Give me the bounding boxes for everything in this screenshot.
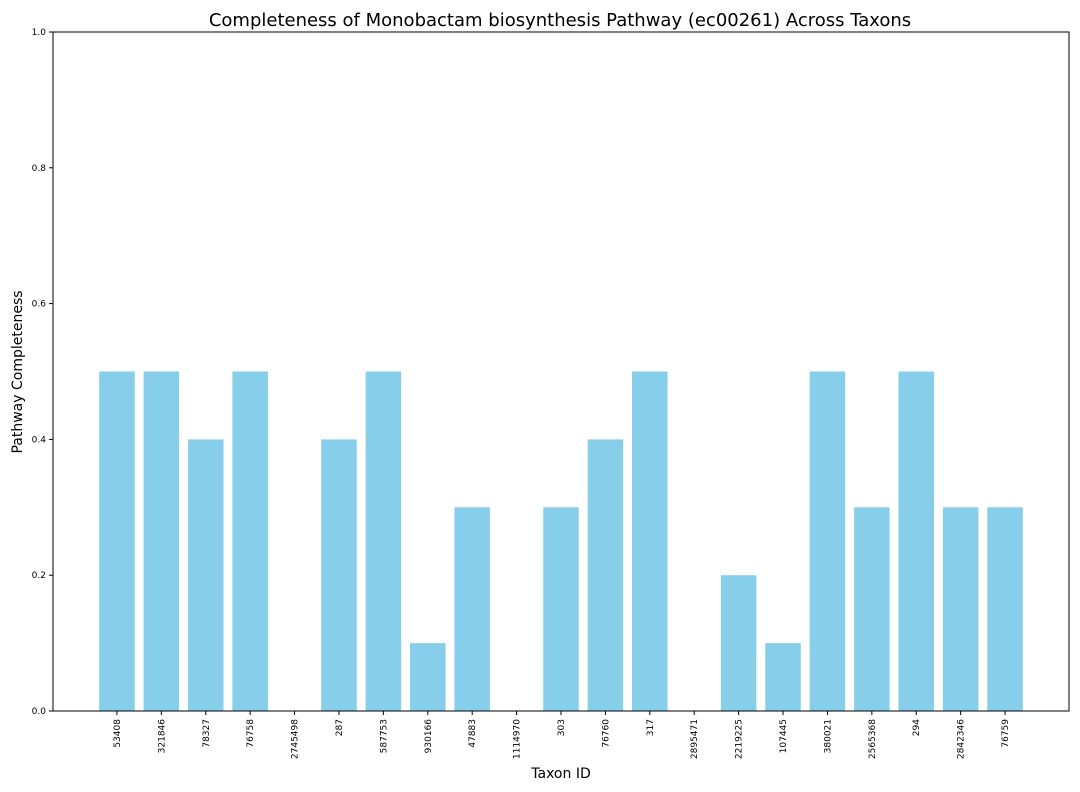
x-tick-label: 317 xyxy=(646,719,656,736)
x-tick-label: 107445 xyxy=(779,719,789,753)
y-tick-label: 0.2 xyxy=(32,571,46,581)
bar-587753 xyxy=(365,371,402,711)
bar-2842346 xyxy=(942,507,979,711)
x-tick-label: 587753 xyxy=(379,719,389,753)
y-tick-label: 0.6 xyxy=(32,300,47,310)
x-axis: 53408 321846 78327 76758 2745498 287 587753 930… xyxy=(113,711,1011,759)
x-tick-label: 287 xyxy=(335,719,345,736)
y-tick-label: 0.8 xyxy=(32,164,47,174)
bar-76760 xyxy=(587,439,624,711)
bar-76758 xyxy=(232,371,268,711)
bar-47883 xyxy=(454,507,490,711)
bar-930166 xyxy=(410,643,446,711)
bar-294 xyxy=(898,371,934,711)
bar-78327 xyxy=(187,439,224,711)
bar-76759 xyxy=(987,507,1023,711)
bar-287 xyxy=(321,439,357,711)
x-tick-label: 930166 xyxy=(424,719,434,754)
x-tick-label: 2895471 xyxy=(690,719,700,759)
x-tick-label: 2745498 xyxy=(291,719,301,759)
x-tick-label: 303 xyxy=(557,719,567,736)
y-tick-label: 0.0 xyxy=(32,707,47,717)
y-tick-label: 0.4 xyxy=(32,435,47,445)
bar-303 xyxy=(543,507,579,711)
y-tick-label: 1.0 xyxy=(32,28,47,38)
x-tick-label: 78327 xyxy=(202,719,212,748)
x-tick-label: 380021 xyxy=(823,719,833,753)
x-tick-label: 2842346 xyxy=(957,719,967,759)
x-tick-label: 53408 xyxy=(113,719,123,748)
bar-2219225 xyxy=(720,575,757,711)
chart-title: Completeness of Monobactam biosynthesis … xyxy=(209,10,911,31)
x-tick-label: 294 xyxy=(912,719,922,736)
x-tick-label: 2565368 xyxy=(868,719,878,759)
x-tick-label: 76758 xyxy=(246,719,256,748)
plot-frame xyxy=(52,31,1070,712)
bar-2565368 xyxy=(854,507,890,711)
x-tick-label: 76759 xyxy=(1001,719,1011,748)
plot-area xyxy=(99,371,1023,711)
x-tick-label: 2219225 xyxy=(735,719,745,759)
x-axis-label: Taxon ID xyxy=(530,766,590,782)
bar-380021 xyxy=(809,371,846,711)
bar-317 xyxy=(632,371,668,711)
y-axis-label: Pathway Completeness xyxy=(10,290,26,453)
bar-107445 xyxy=(765,643,801,711)
x-tick-label: 76760 xyxy=(601,719,611,748)
x-tick-label: 1114970 xyxy=(513,719,523,759)
x-tick-label: 321846 xyxy=(157,719,167,754)
y-axis: 0.0 0.2 0.4 0.6 0.8 1.0 xyxy=(32,28,53,717)
bar-321846 xyxy=(143,371,180,711)
bar-53408 xyxy=(99,371,135,711)
x-tick-label: 47883 xyxy=(468,719,478,748)
